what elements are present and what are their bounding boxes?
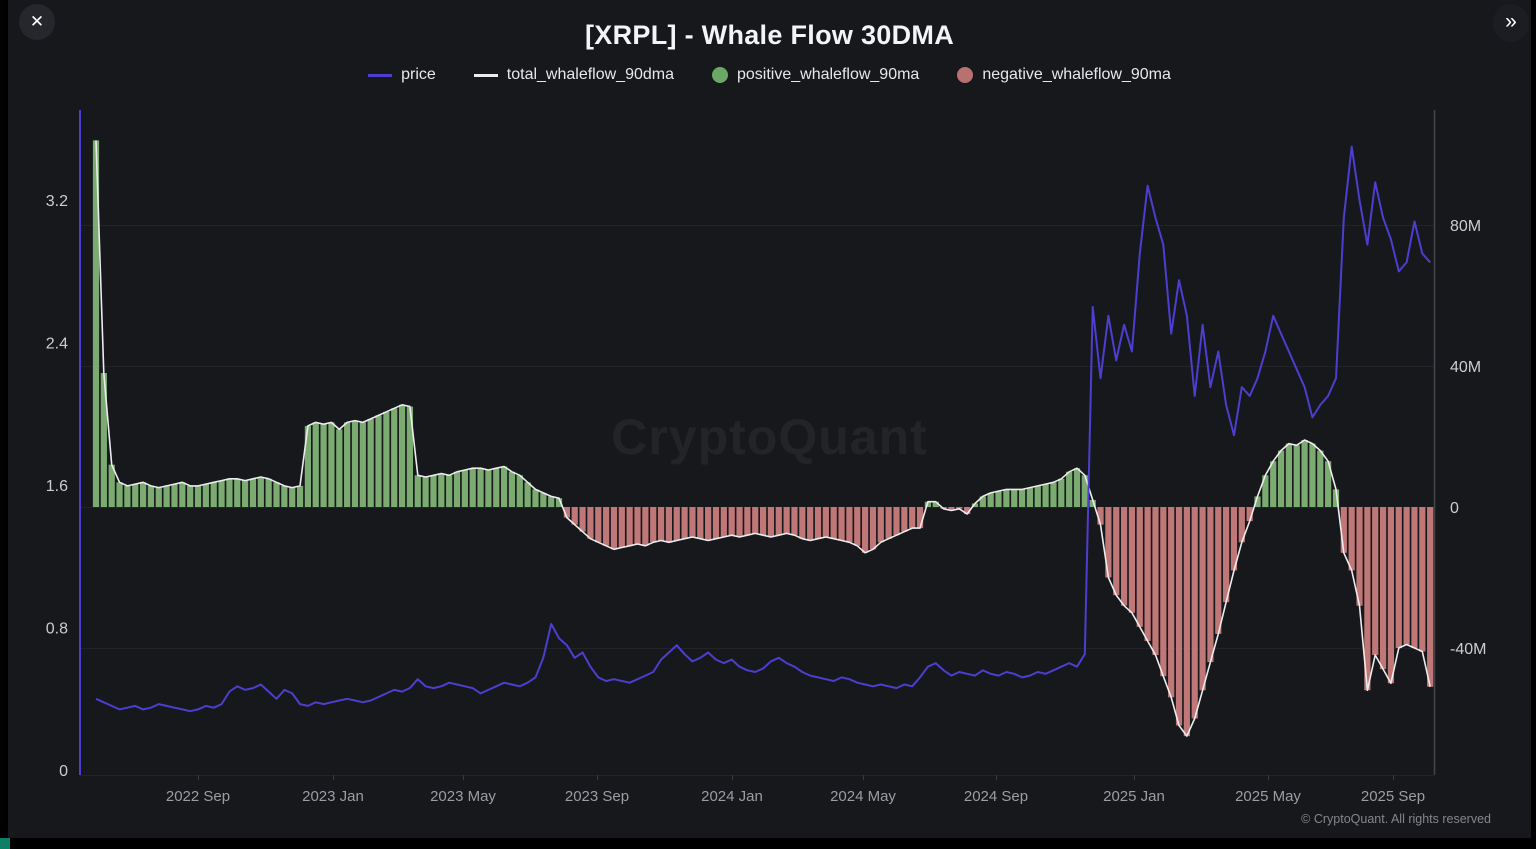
close-button[interactable]: ✕ [19,4,55,40]
svg-text:0.8: 0.8 [46,621,68,638]
flow-axis-labels: 80M 40M 0 -40M [1450,218,1486,658]
svg-text:-40M: -40M [1450,641,1486,658]
legend-label: total_whaleflow_90dma [506,66,674,83]
svg-text:0: 0 [1450,500,1459,517]
svg-text:2023 May: 2023 May [430,788,496,805]
total-whaleflow-line [95,140,1431,737]
svg-text:2025 Jan: 2025 Jan [1103,788,1165,805]
legend-item-positive_whaleflow_90ma[interactable]: positive_whaleflow_90ma [712,66,919,84]
svg-text:2.4: 2.4 [46,336,68,353]
svg-text:2022 Sep: 2022 Sep [166,788,230,805]
double-chevron-right-icon: » [1505,10,1517,33]
svg-text:2023 Jan: 2023 Jan [302,788,364,805]
svg-text:0: 0 [59,763,68,780]
svg-text:2024 May: 2024 May [830,788,896,805]
svg-text:2025 Sep: 2025 Sep [1361,788,1425,805]
svg-text:40M: 40M [1450,359,1481,376]
negative_whaleflow_90ma-marker-icon [957,67,974,83]
corner-accent [0,838,10,849]
svg-text:80M: 80M [1450,218,1481,235]
svg-text:3.2: 3.2 [46,193,68,210]
price-axis-labels: 0 0.8 1.6 2.4 3.2 [46,193,68,780]
collapse-panel-button[interactable]: » [1493,4,1529,42]
chart-legend: price total_whaleflow_90dma positive_whale… [8,66,1531,84]
time-axis-labels: 2022 Sep 2023 Jan 2023 May 2023 Sep 2024 Jan… [166,775,1425,805]
price-marker-icon [368,73,393,77]
total_whaleflow_90dma-marker-icon [473,73,498,77]
close-icon: ✕ [29,12,45,31]
whale-flow-bars [92,140,1434,737]
svg-text:2024 Sep: 2024 Sep [964,788,1028,805]
legend-label: negative_whaleflow_90ma [982,66,1171,83]
copyright-notice: © CryptoQuant. All rights reserved [1301,812,1491,826]
chart-panel: [XRPL] - Whale Flow 30DMA price total_wha… [8,0,1531,838]
svg-text:2025 May: 2025 May [1235,788,1301,805]
svg-text:2024 Jan: 2024 Jan [701,788,763,805]
price-line [95,145,1431,713]
legend-item-negative_whaleflow_90ma[interactable]: negative_whaleflow_90ma [957,66,1171,84]
positive_whaleflow_90ma-marker-icon [712,67,728,83]
svg-text:2023 Sep: 2023 Sep [565,788,629,805]
legend-item-price[interactable]: price [368,66,436,84]
svg-text:1.6: 1.6 [46,478,68,495]
chart-title: [XRPL] - Whale Flow 30DMA [584,20,954,50]
legend-label: price [401,66,436,83]
legend-item-total_whaleflow_90dma[interactable]: total_whaleflow_90dma [473,66,674,84]
legend-label: positive_whaleflow_90ma [737,66,920,83]
